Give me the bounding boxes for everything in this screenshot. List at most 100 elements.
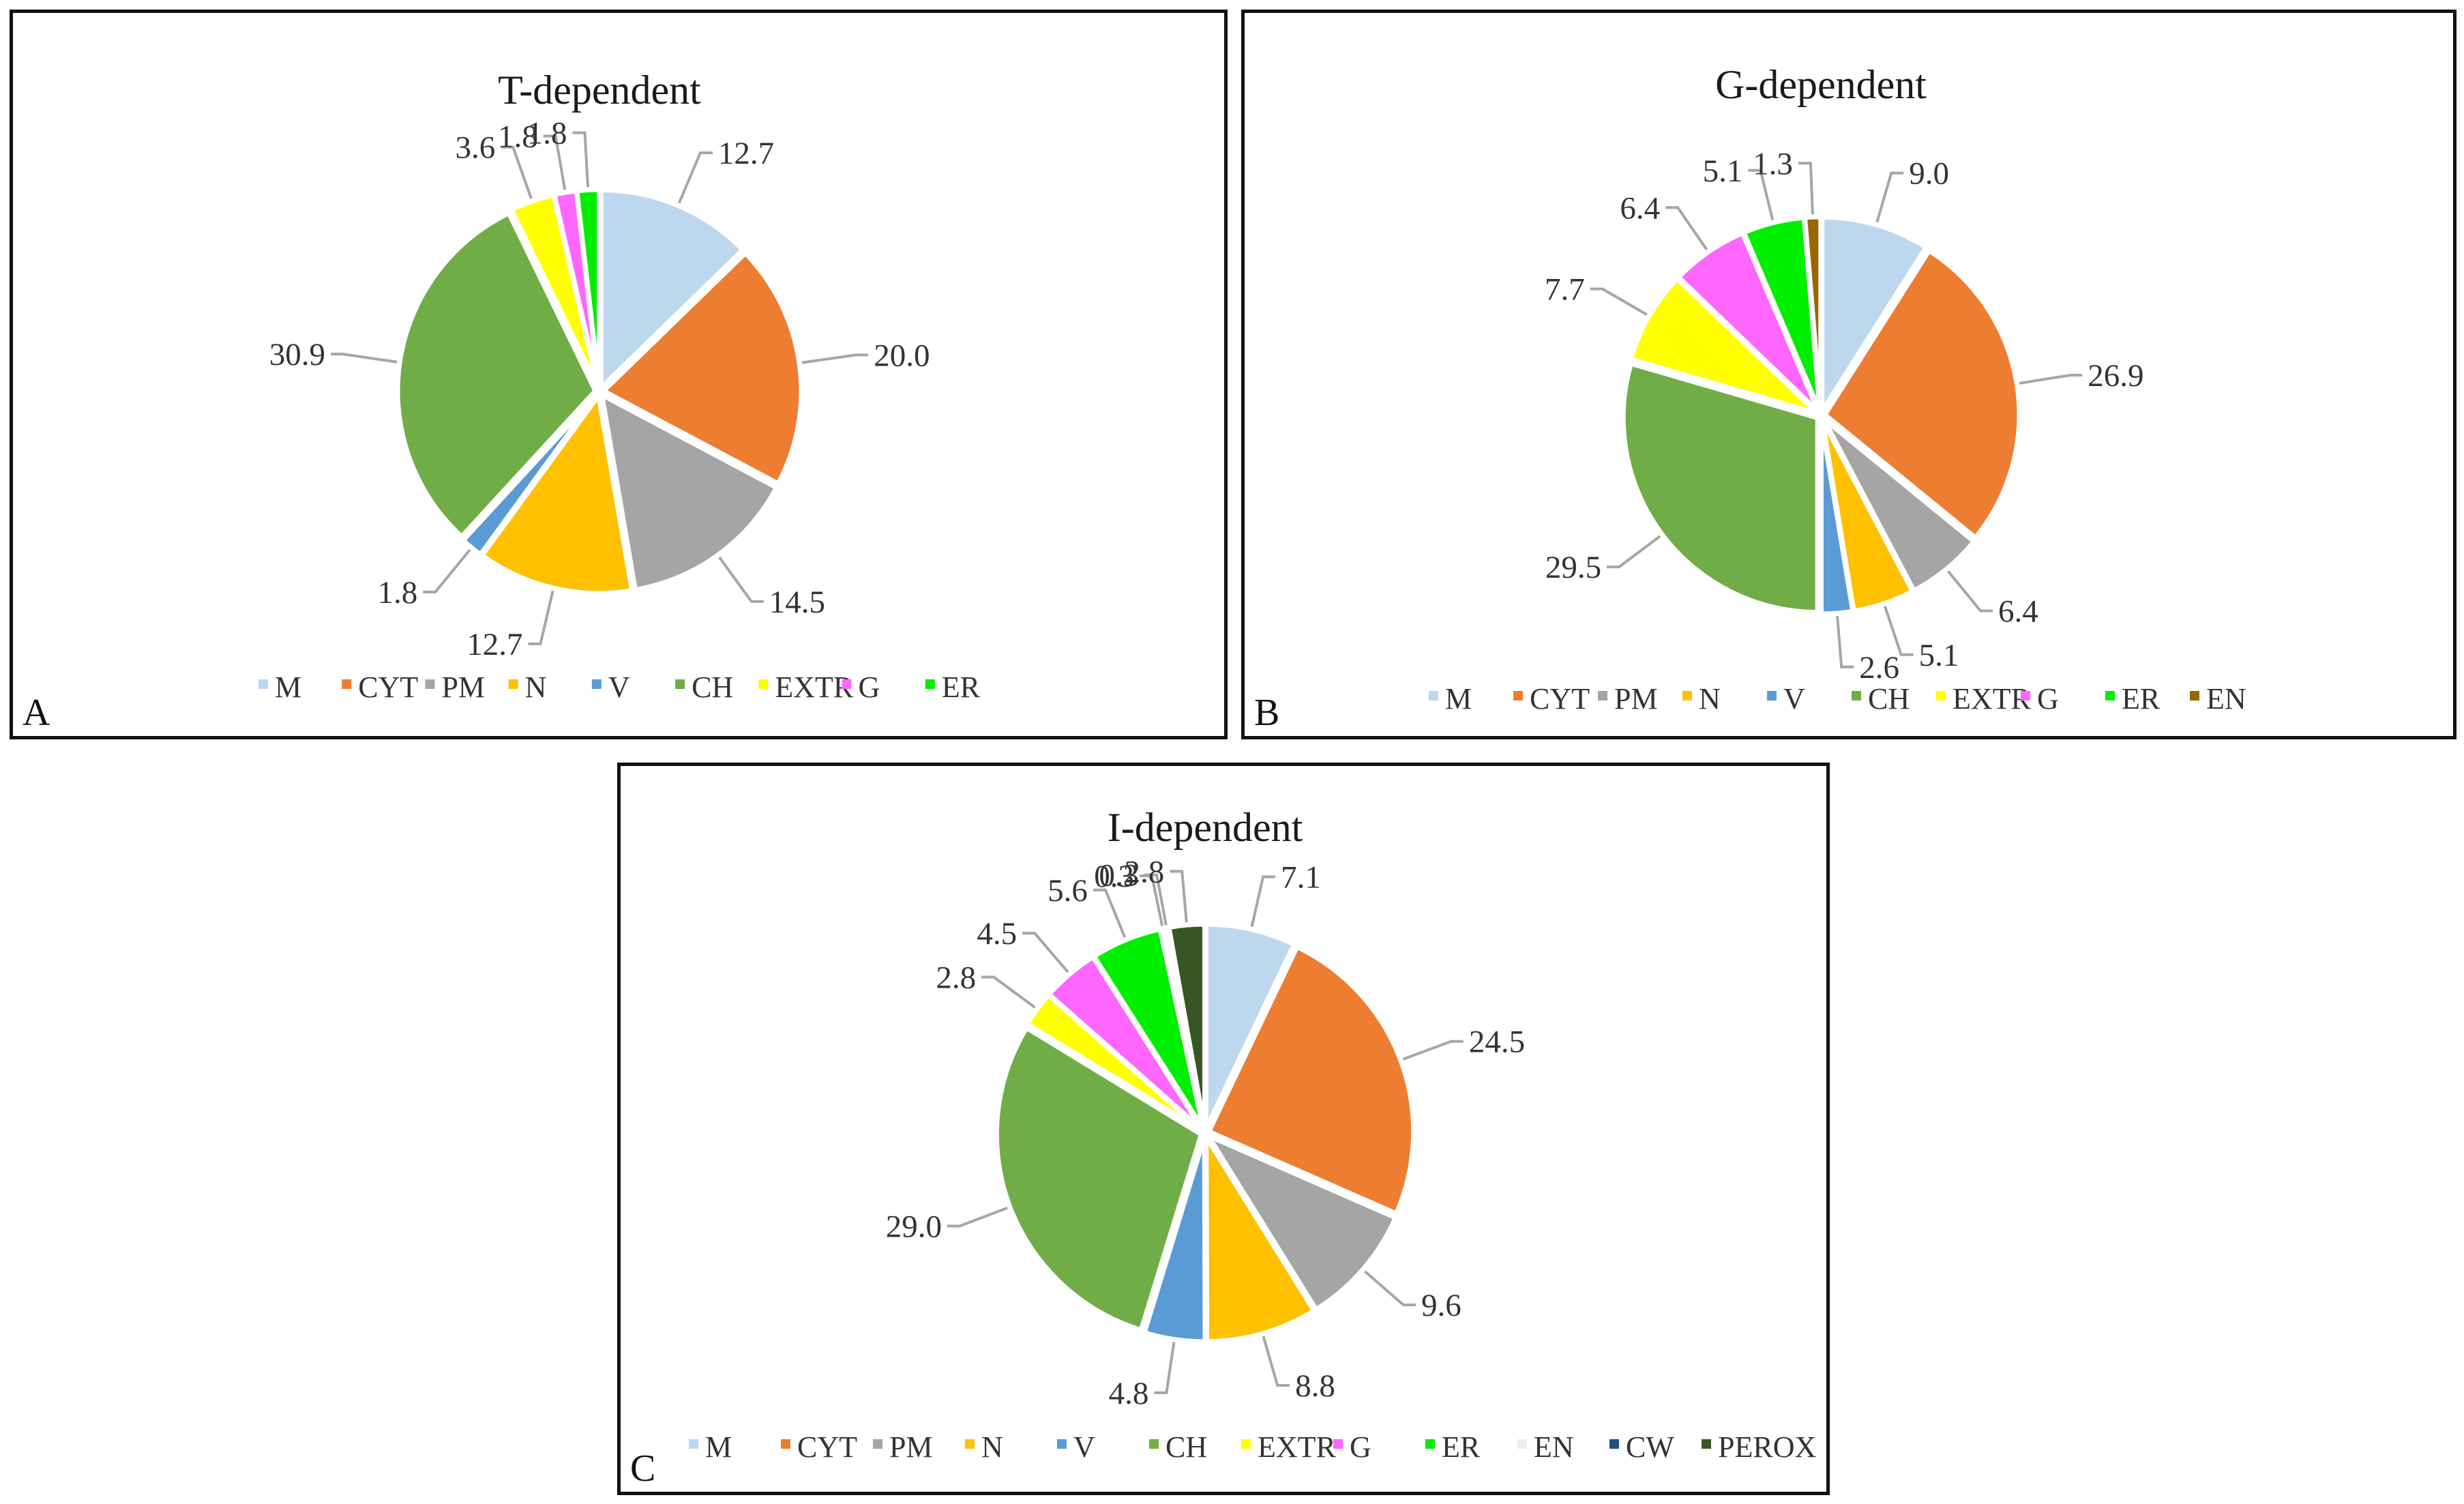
legend-label-ch: CH [1166,1430,1207,1464]
legend-label-ch: CH [1868,682,1910,716]
pie-slice-v [1141,1136,1208,1344]
legend-swatch-er [925,679,935,689]
leader-line [1363,1270,1416,1307]
leader-line [1402,1039,1464,1061]
leader-line [1144,873,1168,926]
data-label-v: 2.6 [1859,650,1899,685]
legend-label-extr: EXTR [1953,682,2032,716]
legend-swatch-m [1429,691,1438,701]
data-label-g: 1.8 [498,119,538,154]
panel-b: G-dependent 9.0 26.9 6.4 5.1 2.6 29.5 7.7 6.4 5.1… [1241,10,2456,739]
legend-label-cyt: CYT [797,1430,857,1464]
data-label-pm: 9.6 [1421,1288,1461,1323]
pie-slice-pm [598,390,780,593]
legend-label-v: V [1073,1430,1095,1464]
pie-slice-cyt [599,250,804,487]
panel-a: T-dependent 12.7 20.0 14.5 12.7 1.8 30.9 3.6 1.8… [10,10,1228,739]
leader-line [1883,606,1914,656]
data-label-perox: 2.8 [1124,854,1164,889]
leader-line [1590,287,1648,316]
legend-label-er: ER [1442,1430,1481,1464]
legend-swatch-n [1682,691,1692,701]
legend-swatch-v [591,679,602,689]
pie-slice-v [460,393,599,558]
data-label-er: 1.8 [527,116,567,151]
legend-swatch-pm [873,1439,882,1449]
leader-line [1836,615,1854,668]
legend-label-er: ER [2122,682,2161,716]
chart-title: T-dependent [498,68,701,113]
data-label-extr: 3.6 [456,130,496,166]
pie-slice-perox [1166,921,1207,1130]
data-label-extr: 7.7 [1545,272,1585,308]
data-label-n: 8.8 [1295,1368,1335,1404]
data-label-cyt: 24.5 [1469,1024,1525,1060]
leader-line [981,975,1036,1009]
data-label-pm: 6.4 [1998,594,2038,630]
leader-line [1607,535,1661,569]
leader-line [528,590,554,646]
legend-label-pm: PM [889,1430,933,1464]
leader-line [501,145,533,199]
legend-label-ch: CH [692,670,733,704]
leader-line [2019,373,2083,385]
leader-line [947,1207,1008,1228]
legend-swatch-m [689,1439,698,1449]
pie-slice-ch [994,1024,1204,1333]
leader-line [718,556,764,603]
legend-label-g: G [1350,1430,1371,1464]
leader-line [423,548,471,593]
data-label-cyt: 20.0 [874,338,930,373]
data-label-pm: 14.5 [769,585,825,620]
panel-c: I-dependent 7.1 24.5 9.6 8.8 4.8 29.0 2.8 4.5 5.6… [617,763,1830,1495]
legend-swatch-extr [1241,1439,1251,1449]
data-label-v: 4.8 [1109,1376,1149,1411]
leader-line [1875,171,1904,223]
legend-swatch-pm [1598,691,1607,701]
legend-swatch-cyt [781,1439,790,1449]
pie-slice-n [1204,1128,1318,1344]
data-label-cw: 0.3 [1099,858,1139,894]
legend-swatch-pm [425,679,435,689]
legend-label-en: EN [1534,1430,1574,1464]
data-label-ch: 29.5 [1545,550,1601,585]
leader-line [801,353,869,364]
legend-label-extr: EXTR [775,670,854,704]
legend-label-n: N [981,1430,1003,1464]
leader-line [1170,870,1188,923]
pie-slice-extr [1627,275,1820,416]
pie-slice-cyt [1205,943,1416,1217]
leader-line [543,134,567,190]
data-label-g: 6.4 [1620,190,1660,226]
legend-swatch-ch [1852,691,1861,701]
data-label-n: 12.7 [466,627,522,662]
data-label-ch: 29.0 [886,1209,942,1245]
legend-label-v: V [1783,682,1805,716]
legend-swatch-cyt [342,679,352,689]
legend-swatch-en [2190,691,2199,701]
legend-swatch-extr [758,679,769,689]
leader-line [572,131,590,188]
legend-label-extr: EXTR [1258,1430,1337,1464]
leader-line [1093,888,1127,938]
data-label-cyt: 26.9 [2088,358,2143,394]
legend-label-m: M [1445,682,1472,716]
data-label-v: 1.8 [377,575,417,610]
legend-swatch-g [2021,691,2030,701]
legend-label-g: G [2037,682,2059,716]
legend-swatch-cyt [1513,691,1523,701]
legend-label-v: V [608,670,630,704]
legend-label-m: M [275,670,301,704]
pie-slice-ch [395,209,599,540]
leader-line [1665,206,1708,251]
leader-line [677,151,713,204]
data-label-en: 1.3 [1753,146,1793,181]
leader-line [1250,875,1276,928]
legend-label-g: G [859,670,880,704]
data-label-m: 7.1 [1281,860,1321,896]
legend-swatch-extr [1936,691,1946,701]
legend-swatch-n [508,679,518,689]
panel-letter: A [23,692,50,734]
legend-swatch-en [1517,1439,1527,1449]
